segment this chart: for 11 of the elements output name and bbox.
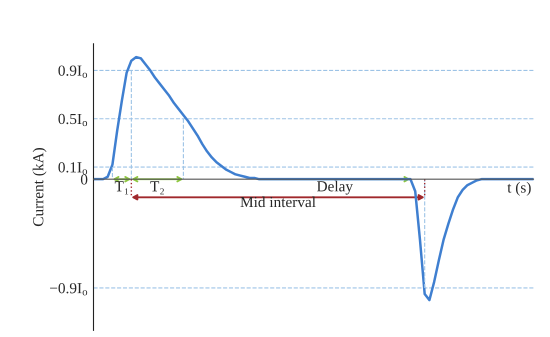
y-tick-label: 0 [80, 174, 88, 185]
annotation: Mid interval [240, 196, 316, 208]
annotation: Delay [316, 180, 353, 195]
annotation: T₁ [114, 181, 128, 194]
annotation: t (s) [507, 182, 531, 196]
y-tick-label: 0.9I$_{o}$ [58, 65, 88, 78]
y-tick-label: 0.1I$_{o}$ [58, 162, 88, 175]
y-axis-title: Current (kA) [32, 148, 47, 226]
y-tick-label: −0.9I$_{o}$ [50, 283, 88, 296]
y-tick-label: 0.5I$_{o}$ [58, 114, 88, 126]
annotation: T₂ [150, 181, 164, 194]
